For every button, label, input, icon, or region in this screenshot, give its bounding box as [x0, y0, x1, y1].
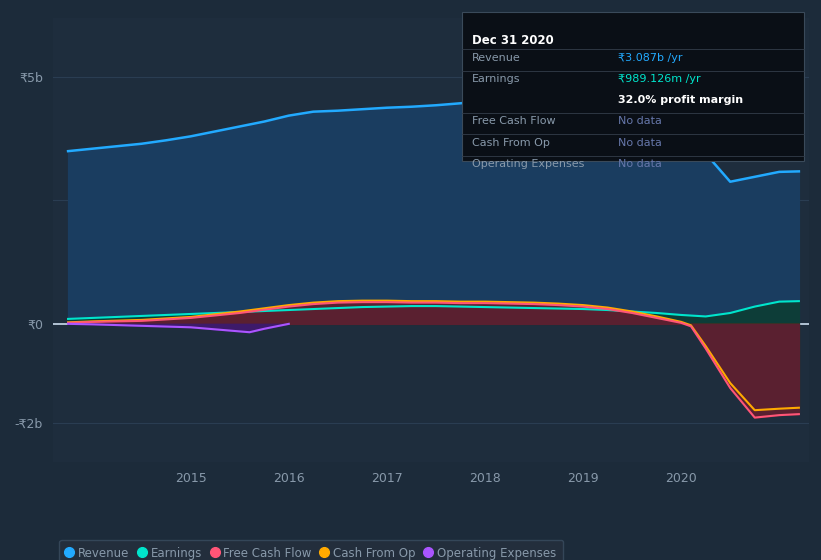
Text: Earnings: Earnings: [472, 74, 521, 84]
Text: No data: No data: [618, 116, 662, 127]
Text: Free Cash Flow: Free Cash Flow: [472, 116, 556, 127]
Text: No data: No data: [618, 138, 662, 148]
Text: No data: No data: [618, 159, 662, 169]
Text: Revenue: Revenue: [472, 53, 521, 63]
Text: ₹989.126m /yr: ₹989.126m /yr: [618, 74, 701, 84]
Text: ₹3.087b /yr: ₹3.087b /yr: [618, 53, 683, 63]
Text: 32.0% profit margin: 32.0% profit margin: [618, 95, 743, 105]
Text: Cash From Op: Cash From Op: [472, 138, 550, 148]
Text: Operating Expenses: Operating Expenses: [472, 159, 585, 169]
Text: Dec 31 2020: Dec 31 2020: [472, 34, 554, 46]
Legend: Revenue, Earnings, Free Cash Flow, Cash From Op, Operating Expenses: Revenue, Earnings, Free Cash Flow, Cash …: [59, 540, 563, 560]
